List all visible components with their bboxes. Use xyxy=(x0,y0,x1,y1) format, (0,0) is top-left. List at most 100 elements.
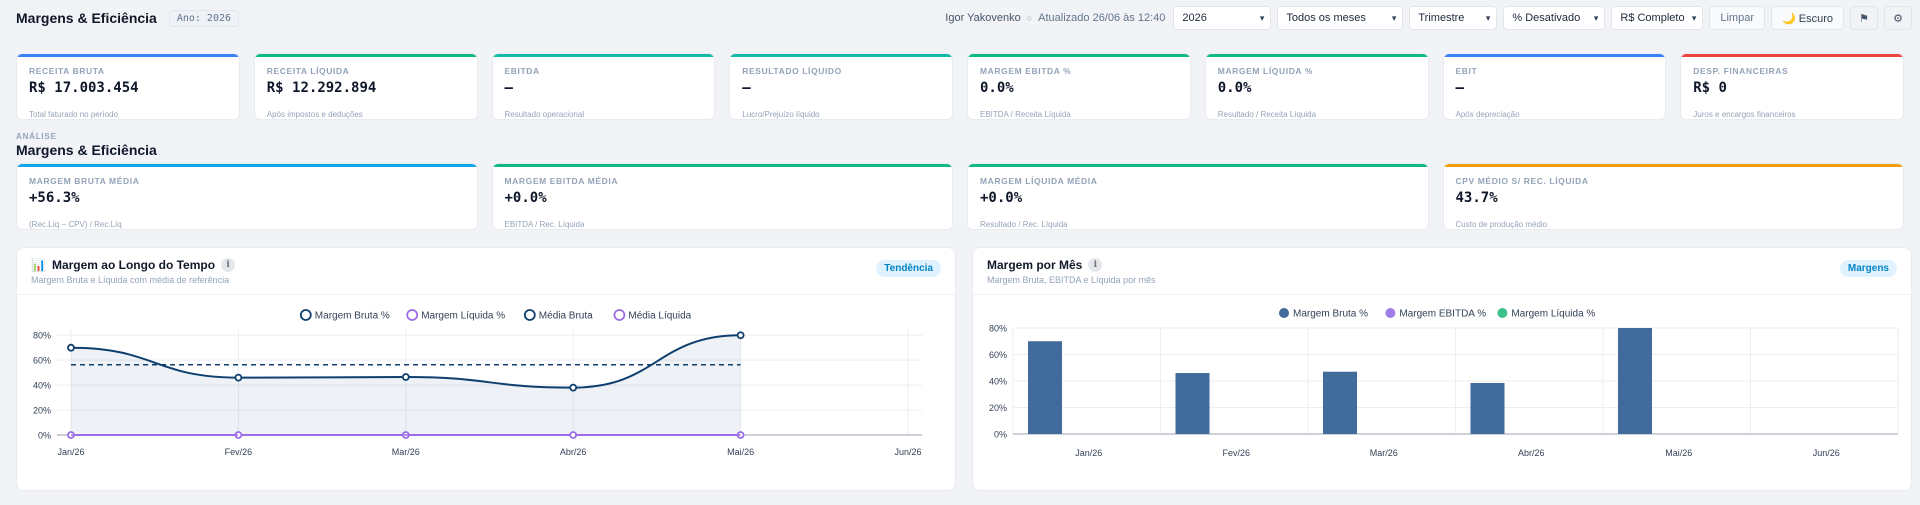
legend-label: Margem EBITDA % xyxy=(1399,309,1486,320)
x-tick-label: Abr/26 xyxy=(1518,448,1545,458)
flag-icon[interactable]: ⚑ xyxy=(1850,6,1878,30)
header-bar: Margens & Eficiência Ano: 2026 Igor Yako… xyxy=(0,0,1920,36)
kpi-accent-bar xyxy=(968,54,1190,57)
x-tick-label: Jan/26 xyxy=(57,447,84,457)
info-icon[interactable]: i xyxy=(221,258,236,272)
panel-title-text: Margem ao Longo do Tempo xyxy=(51,258,216,272)
x-tick-label: Jun/26 xyxy=(1813,448,1840,458)
bar xyxy=(1028,341,1062,434)
kpi-caption: (Rec.Líq − CPV) / Rec.Líq xyxy=(29,220,122,229)
kpi-accent-bar xyxy=(254,54,477,57)
legend-item: Média Líquida xyxy=(613,309,692,322)
bar xyxy=(1323,371,1357,434)
x-tick-label: Fev/26 xyxy=(1222,448,1250,458)
kpi-card: EBITDA — Resultado operacional xyxy=(491,53,716,120)
y-tick-label: 80% xyxy=(33,331,51,341)
y-tick-label: 0% xyxy=(994,430,1007,440)
section-title: Margens & Eficiência xyxy=(16,142,157,158)
x-tick-label: Mai/26 xyxy=(727,447,754,457)
legend-marker xyxy=(1385,308,1396,318)
kpi-card: MARGEM EBITDA MÉDIA +0.0% EBITDA / Rec. Lí… xyxy=(491,163,953,230)
granularity-select-value: Trimestre xyxy=(1418,12,1465,24)
x-tick-label: Mai/26 xyxy=(1665,448,1692,458)
kpi-card: MARGEM BRUTA MÉDIA +56.3% (Rec.Líq − CPV) … xyxy=(16,163,478,230)
kpi-accent-bar xyxy=(1205,54,1428,57)
kpi-caption: Juros e encargos financeiros xyxy=(1693,110,1796,119)
panel-divider xyxy=(17,294,955,295)
margin-over-time-panel: 📊 Margem ao Longo do Tempo i Margem Brut… xyxy=(16,247,956,491)
kpi-value: — xyxy=(1455,80,1464,96)
kpi-card: MARGEM LÍQUIDA MÉDIA +0.0% Resultado / Rec… xyxy=(967,163,1429,230)
data-point xyxy=(401,373,410,381)
last-updated: Atualizado 26/06 às 12:40 xyxy=(1038,12,1166,24)
bar-chart-icon: 📊 xyxy=(31,258,46,272)
kpi-caption: Resultado / Rec. Líquida xyxy=(980,220,1068,229)
kpi-accent-bar xyxy=(17,164,477,167)
legend-label: Margem Bruta % xyxy=(315,311,390,322)
kpi-label: MARGEM EBITDA % xyxy=(980,66,1072,76)
kpi-value: +0.0% xyxy=(980,190,1023,206)
kpi-card: MARGEM LÍQUIDA % 0.0% Resultado / Receita … xyxy=(1204,53,1429,120)
kpi-label: MARGEM BRUTA MÉDIA xyxy=(29,176,140,186)
currency-mode-value: R$ Completo xyxy=(1620,12,1685,24)
kpi-card: RECEITA BRUTA R$ 17.003.454 Total faturado… xyxy=(16,53,240,120)
kpi-accent-bar xyxy=(1681,54,1903,57)
clear-button[interactable]: Limpar xyxy=(1709,6,1765,30)
margins-badge: Margens xyxy=(1839,260,1897,277)
kpi-card: RECEITA LÍQUIDA R$ 12.292.894 Após imposto… xyxy=(253,53,478,120)
section-kicker: ANÁLISE xyxy=(16,132,57,141)
data-point xyxy=(234,373,243,382)
kpi-value: 0.0% xyxy=(980,80,1014,96)
kpi-card: CPV MÉDIO S/ REC. LÍQUIDA 43.7% Custo de p… xyxy=(1442,163,1904,230)
legend-label: Margem Bruta % xyxy=(1293,309,1368,320)
kpi-caption: Após depreciação xyxy=(1455,110,1520,119)
kpi-value: — xyxy=(504,80,513,96)
year-select-value: 2026 xyxy=(1182,12,1207,24)
kpi-caption: Total faturado no período xyxy=(29,110,118,119)
info-icon[interactable]: i xyxy=(1088,258,1103,272)
percent-mode-select[interactable]: % Desativado ▾ xyxy=(1503,6,1606,30)
kpi-accent-bar xyxy=(17,54,239,57)
series-area xyxy=(71,335,741,435)
trend-badge: Tendência xyxy=(876,260,941,277)
year-select[interactable]: 2026 ▾ xyxy=(1173,6,1272,30)
kpi-caption: Resultado operacional xyxy=(504,110,585,119)
y-tick-label: 40% xyxy=(989,377,1007,387)
panel-title: 📊 Margem ao Longo do Tempo i xyxy=(31,258,236,272)
kpi-caption: Custo de produção médio xyxy=(1455,220,1548,229)
currency-mode-select[interactable]: R$ Completo ▾ xyxy=(1611,6,1704,30)
legend-marker xyxy=(1497,308,1508,318)
legend-item: Margem Líquida % xyxy=(1497,308,1595,320)
gear-icon[interactable]: ⚙ xyxy=(1884,6,1912,30)
legend-label: Média Bruta xyxy=(539,311,593,322)
bar xyxy=(1618,328,1652,434)
x-tick-label: Jan/26 xyxy=(1075,448,1102,458)
data-point xyxy=(67,343,75,352)
granularity-select[interactable]: Trimestre ▾ xyxy=(1409,6,1498,30)
kpi-label: MARGEM LÍQUIDA MÉDIA xyxy=(980,176,1098,186)
kpi-caption: EBITDA / Receita Líquida xyxy=(980,110,1071,119)
kpi-label: MARGEM LÍQUIDA % xyxy=(1217,66,1313,76)
y-tick-label: 40% xyxy=(33,381,51,391)
kpi-label: DESP. FINANCEIRAS xyxy=(1693,66,1789,76)
x-tick-label: Fev/26 xyxy=(225,447,253,457)
kpi-caption: Resultado / Receita Líquida xyxy=(1217,110,1317,119)
y-tick-label: 20% xyxy=(989,403,1007,413)
legend-label: Margem Líquida % xyxy=(1511,309,1595,320)
kpi-card: DESP. FINANCEIRAS R$ 0 Juros e encargos fi… xyxy=(1680,53,1904,120)
dark-mode-button[interactable]: 🌙 Escuro xyxy=(1771,6,1844,30)
kpi-card: EBIT — Após depreciação xyxy=(1442,53,1667,120)
kpi-caption: Lucro/Prejuízo líquido xyxy=(742,110,820,119)
legend-item: Margem Bruta % xyxy=(1279,308,1368,320)
x-tick-label: Mar/26 xyxy=(392,447,420,457)
period-select[interactable]: Todos os meses ▾ xyxy=(1277,6,1404,30)
y-tick-label: 20% xyxy=(33,406,51,416)
bar-chart: Margem Bruta % Margem EBITDA % Margem Líqu… xyxy=(989,308,1899,458)
legend-item: Margem EBITDA % xyxy=(1385,308,1486,320)
legend-item: Margem Líquida % xyxy=(406,309,505,322)
page-title: Margens & Eficiência xyxy=(16,10,157,26)
x-tick-label: Mar/26 xyxy=(1370,448,1398,458)
legend-marker xyxy=(406,309,419,321)
legend-marker xyxy=(299,309,312,321)
line-chart: Margem Bruta % Margem Líquida % Média Brut… xyxy=(33,309,922,457)
